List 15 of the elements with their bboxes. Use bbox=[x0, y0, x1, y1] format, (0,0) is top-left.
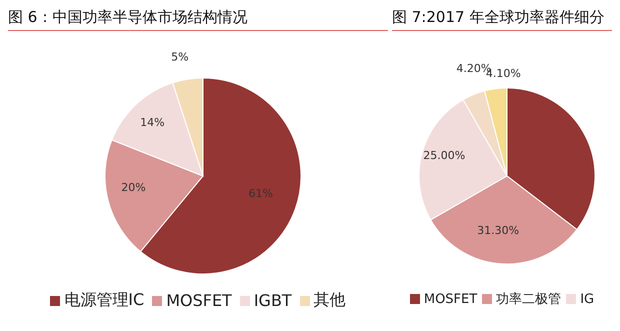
legend-label: 电源管理IC bbox=[64, 290, 144, 311]
chart-title: 图 6：中国功率半导体市场结构情况 bbox=[8, 8, 388, 31]
legend-label: IGBT bbox=[254, 291, 292, 310]
chart-title: 图 7:2017 年全球功率器件细分 bbox=[392, 8, 612, 31]
data-label: 61% bbox=[248, 187, 273, 200]
data-label: 25.00% bbox=[423, 148, 466, 162]
data-label: 31.30% bbox=[477, 224, 520, 238]
data-label: 20% bbox=[121, 181, 146, 194]
legend-label: IG bbox=[580, 292, 594, 306]
legend-label: MOSFET bbox=[424, 292, 478, 306]
data-label: 5% bbox=[171, 50, 189, 64]
legend-label: 其他 bbox=[314, 290, 346, 311]
legend-label: MOSFET bbox=[166, 291, 232, 310]
legend-label: 功率二极管 bbox=[496, 291, 562, 308]
data-label: 14% bbox=[140, 116, 165, 129]
